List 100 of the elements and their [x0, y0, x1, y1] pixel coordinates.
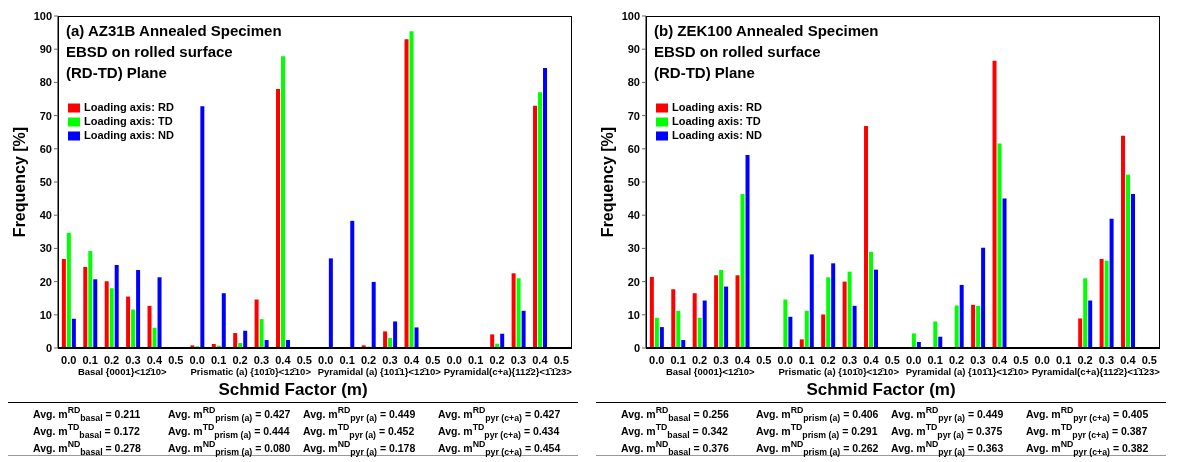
y-tick-label: 0 — [633, 341, 640, 354]
x-tick-label: 0.3 — [382, 353, 398, 366]
y-tick-label: 0 — [45, 341, 52, 354]
y-tick-label: 50 — [627, 175, 640, 188]
text: Avg. m$^{RD}$$_{pyr (c+a)}$ = 0.405 — [1026, 405, 1149, 423]
x-tick-label: 0.4 — [863, 353, 880, 366]
text: Pyramidal(c+a){112̄2}<1̄1̄23> — [443, 366, 572, 377]
x-tick-label: 0.3 — [253, 353, 270, 366]
x-tick-label: 0.0 — [61, 353, 77, 366]
x-tick-label: 0.5 — [884, 353, 900, 366]
x-tick-label: 0.1 — [210, 353, 227, 366]
legend-label: Loading axis: RD — [672, 101, 762, 113]
x-tick-label: 0.1 — [927, 353, 943, 366]
x-axis-title: Schmid Factor (m) — [217, 380, 369, 400]
x-tick-label: 0.2 — [691, 353, 708, 366]
y-axis-title: Frequency [%] — [10, 126, 28, 238]
text: Avg. m$^{TD}$$_{basal}$ = 0.172 — [33, 422, 140, 440]
text: Avg. m$^{ND}$$_{pyr (c+a)}$ = 0.454 — [438, 439, 561, 459]
x-tick-label: 0.3 — [970, 353, 986, 366]
x-tick-label: 0.3 — [510, 353, 527, 366]
y-tick-label: 70 — [627, 109, 640, 122]
x-tick-label: 0.2 — [232, 353, 248, 366]
x-tick-label: 0.0 — [777, 353, 793, 366]
x-tick-label: 0.4 — [275, 353, 292, 366]
x-tick-label: 0.2 — [820, 353, 836, 366]
legend-label: Loading axis: ND — [84, 129, 174, 142]
text: Pyramidal(c+a){112̄2}<1̄1̄23> — [1031, 366, 1160, 377]
x-axis-title: Schmid Factor (m) — [805, 380, 957, 400]
text: Avg. m$^{RD}$$_{pyr (c+a)}$ = 0.427 — [438, 405, 561, 423]
y-tick-label: 70 — [39, 109, 52, 122]
x-tick-label: 0.5 — [1013, 353, 1029, 366]
text: Avg. m$^{TD}$$_{pyr (a)}$ = 0.375 — [891, 422, 1003, 440]
y-tick-label: 90 — [627, 43, 640, 56]
text: Basal {0001}<12̄10> — [665, 366, 755, 377]
x-tick-label: 0.1 — [798, 353, 815, 366]
text: Basal {0001}<12̄10> — [77, 366, 167, 377]
text: Avg. m$^{ND}$$_{pyr (c+a)}$ = 0.382 — [1026, 439, 1149, 459]
x-tick-label: 0.2 — [948, 353, 965, 366]
text: Avg. m$^{RD}$$_{pyr (a)}$ = 0.449 — [303, 405, 416, 423]
x-tick-label: 0.5 — [425, 353, 441, 366]
legend-label: Loading axis: RD — [84, 101, 174, 113]
y-tick-label: 50 — [39, 175, 52, 188]
x-tick-label: 0.0 — [318, 353, 334, 366]
x-tick-label: 0.3 — [125, 353, 141, 366]
y-tick-label: 40 — [627, 209, 640, 222]
text: Avg. m$^{RD}$$_{pyr (a)}$ = 0.449 — [891, 405, 1004, 423]
y-tick-label: 20 — [39, 275, 52, 288]
x-tick-label: 0.1 — [670, 353, 686, 366]
y-tick-label: 60 — [39, 142, 52, 155]
x-tick-label: 0.0 — [1034, 353, 1050, 366]
y-tick-label: 10 — [627, 308, 640, 321]
x-tick-label: 0.0 — [649, 353, 665, 366]
text: Avg. m$^{ND}$$_{pyr (a)}$ = 0.363 — [891, 439, 1004, 459]
x-tick-label: 0.1 — [467, 353, 484, 366]
x-tick-label: 0.1 — [82, 353, 98, 366]
text: Avg. m$^{ND}$$_{prism (a)}$ = 0.262 — [756, 439, 879, 459]
x-tick-label: 0.1 — [1055, 353, 1072, 366]
y-tick-label: 20 — [627, 275, 640, 288]
text: Avg. m$^{ND}$$_{pyr (a)}$ = 0.178 — [303, 439, 416, 459]
text: Avg. m$^{ND}$$_{basal}$ = 0.376 — [621, 438, 729, 459]
x-tick-label: 0.3 — [1098, 353, 1115, 366]
x-tick-label: 0.0 — [446, 353, 462, 366]
x-tick-label: 0.2 — [1077, 353, 1093, 366]
x-tick-label: 0.5 — [296, 353, 312, 366]
x-tick-label: 0.3 — [841, 353, 858, 366]
x-tick-label: 0.5 — [553, 353, 569, 366]
x-tick-label: 0.4 — [734, 353, 751, 366]
text: Avg. m$^{TD}$$_{prism (a)}$ = 0.444 — [168, 422, 290, 440]
text: Avg. m$^{TD}$$_{pyr (a)}$ = 0.452 — [303, 422, 415, 440]
text: EBSD on rolled surface — [654, 42, 822, 62]
y-tick-label: 100 — [33, 9, 52, 22]
y-tick-label: 100 — [621, 9, 640, 22]
text: Pyramidal (a) {101̄1}<12̄10> — [905, 366, 1029, 377]
x-tick-label: 0.4 — [403, 353, 420, 366]
x-tick-label: 0.2 — [103, 353, 120, 366]
y-tick-label: 80 — [39, 76, 52, 89]
x-tick-label: 0.4 — [991, 353, 1008, 366]
text: Prismatic (a) {101̄0}<12̄10> — [778, 366, 899, 377]
y-tick-label: 80 — [627, 76, 640, 89]
x-tick-label: 0.5 — [1141, 353, 1157, 366]
y-tick-label: 30 — [39, 242, 52, 255]
y-axis-title: Frequency [%] — [598, 126, 616, 238]
legend-label: Loading axis: TD — [84, 115, 173, 128]
x-tick-label: 0.4 — [532, 353, 549, 366]
text: Avg. m$^{ND}$$_{basal}$ = 0.278 — [33, 438, 141, 459]
legend-label: Loading axis: TD — [672, 115, 761, 128]
annotation: (RD-TD) Plane — [66, 63, 168, 83]
annotation: (RD-TD) Plane — [654, 63, 756, 83]
text: Pyramidal (a) {101̄1}<12̄10> — [317, 366, 441, 377]
text: Avg. m$^{RD}$$_{basal}$ = 0.211 — [33, 405, 141, 423]
x-tick-label: 0.5 — [168, 353, 184, 366]
x-tick-label: 0.4 — [1120, 353, 1137, 366]
y-tick-label: 40 — [39, 209, 52, 222]
text: Avg. m$^{ND}$$_{prism (a)}$ = 0.080 — [168, 439, 291, 459]
text: Avg. m$^{RD}$$_{basal}$ = 0.256 — [621, 405, 729, 423]
x-tick-label: 0.5 — [756, 353, 772, 366]
text: Avg. m$^{RD}$$_{prism (a)}$ = 0.406 — [756, 405, 879, 423]
x-tick-label: 0.0 — [906, 353, 922, 366]
text: Avg. m$^{TD}$$_{pyr (c+a)}$ = 0.434 — [438, 422, 560, 440]
text: Prismatic (a) {101̄0}<12̄10> — [190, 366, 311, 377]
